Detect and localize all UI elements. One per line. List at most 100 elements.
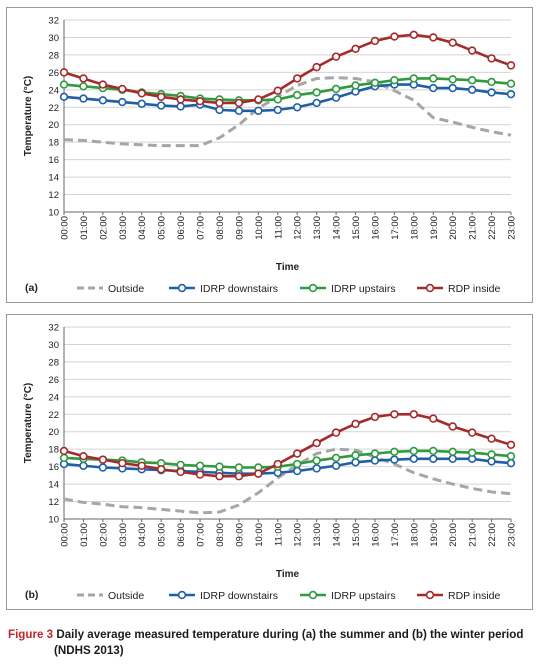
data-point [409,454,419,463]
data-point [331,52,341,61]
data-point [312,456,321,465]
data-point [467,46,477,55]
data-point [487,457,496,466]
legend-marker [308,283,318,293]
x-tick-label: 14:00 [332,216,343,240]
data-point [215,462,224,471]
data-point [234,98,244,108]
data-point [429,454,438,463]
x-tick-label: 11:00 [273,523,284,546]
legend-item: Outside [77,283,144,295]
data-point [195,461,205,470]
legend-label: RDP inside [448,590,500,602]
x-tick-label: 04:00 [137,523,148,547]
legend-marker [177,590,187,600]
x-tick-label: 15:00 [351,216,362,240]
x-tick-label: 17:00 [390,523,401,547]
panel-label: (a) [25,282,38,294]
data-point [351,458,360,467]
x-tick-label: 13:00 [312,523,323,547]
data-point [79,82,88,91]
caption-source: (NDHS 2013) [54,644,124,657]
data-point [234,463,244,472]
data-point [390,455,399,464]
data-point [448,422,457,431]
data-point [137,89,146,98]
data-point [273,86,282,95]
x-tick-label: 14:00 [332,523,343,547]
chart-panel-winter: 10 12 14 16 18 20 22 24 26 28 30 32 00:00 01:00 02:00 0… [6,314,533,610]
data-point [506,89,516,99]
y-tick-label: 20 [48,427,59,438]
x-tick-label: 06:00 [176,216,187,240]
x-tick-label: 22:00 [487,523,498,547]
y-tick-label: 26 [48,375,59,386]
data-point [176,102,185,111]
data-point [176,460,185,470]
legend-item: RDP inside [417,590,500,602]
data-point [467,428,477,437]
x-tick-label: 23:00 [507,216,518,240]
y-axis-title: Temperature (°C) [23,383,34,464]
data-point [156,465,166,474]
series-rdp-inside [59,30,516,108]
data-point [409,74,419,83]
data-point [331,93,341,102]
y-tick-label: 24 [48,392,59,403]
data-point [273,459,282,469]
data-point [467,448,477,457]
data-point [467,76,477,85]
legend-label: IDRP upstairs [331,590,396,602]
data-point [215,98,224,108]
data-point [293,74,302,83]
legend-item: RDP inside [417,283,500,295]
data-point [331,428,341,437]
y-tick-label: 10 [48,208,59,219]
data-point [448,83,457,93]
data-point [331,84,341,94]
data-point [448,454,457,463]
data-point [331,461,341,470]
x-tick-label: 06:00 [176,523,187,547]
y-tick-label: 10 [48,515,59,526]
legend-item: IDRP upstairs [300,283,396,295]
x-tick-label: 01:00 [79,523,90,547]
y-tick-label: 28 [48,50,59,61]
panel-label: (b) [25,589,38,601]
data-point [390,447,399,457]
y-tick-label: 14 [48,480,59,491]
y-tick-label: 30 [48,340,59,351]
data-point [390,32,399,41]
data-point [312,464,321,473]
y-tick-label: 12 [48,190,59,201]
series-outside [63,447,512,515]
data-point [79,451,88,461]
x-tick-label: 08:00 [215,523,226,547]
series-outside [63,76,512,148]
data-point [137,99,146,108]
data-point [254,469,263,478]
data-point [351,451,360,460]
data-point [79,74,88,83]
y-tick-label: 28 [48,357,59,368]
legend-item: IDRP downstairs [169,283,278,295]
data-point [195,96,205,106]
x-tick-label: 01:00 [79,216,90,240]
x-tick-label: 07:00 [196,523,207,547]
data-point [254,106,263,115]
x-tick-label: 20:00 [448,216,459,240]
legend-item: Outside [77,590,144,602]
data-point [98,463,108,472]
x-tick-label: 00:00 [60,523,71,547]
series-rdp-inside [59,410,516,481]
data-point [156,101,166,110]
data-point [487,434,496,443]
legend-marker [177,283,187,293]
data-point [156,92,166,102]
data-point [98,455,108,464]
x-tick-label: 12:00 [293,216,304,240]
data-point [429,74,438,83]
x-tick-label: 03:00 [118,216,129,240]
data-point [409,446,419,456]
x-tick-label: 22:00 [487,216,498,240]
